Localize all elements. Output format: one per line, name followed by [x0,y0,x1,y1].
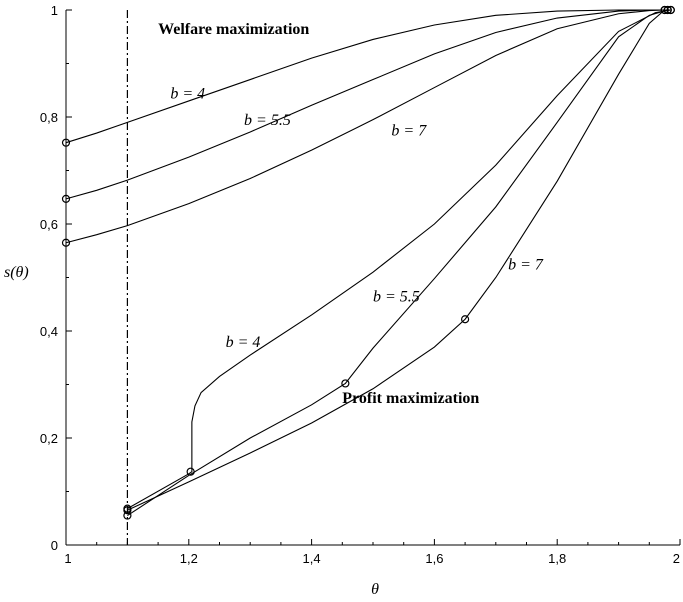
welfare-curve-4 [65,9,671,144]
curve-label: b = 5.5 [244,112,291,129]
x-tick-label: 1 [64,551,71,566]
y-axis-label: s(θ) [4,264,29,281]
y-tick-label: 0,4 [40,324,58,339]
welfare-curve-7 [65,9,665,244]
data-point-marker [660,5,669,15]
y-ticks: 0 0,2 0,4 0,6 0,8 1 [40,3,72,553]
data-point-marker [61,238,71,247]
curve-label: b = 7 [391,123,427,140]
y-tick-label: 0 [51,538,58,553]
data-point-marker [186,467,195,476]
data-point-marker [663,5,672,15]
data-point-marker [123,511,132,520]
x-tick-label: 1,4 [303,551,321,566]
profit-curve-5.5 [127,9,668,517]
x-tick-label: 2 [673,551,680,566]
markers [61,5,675,520]
x-ticks: 1 1,2 1,4 1,6 1,8 2 [64,539,681,566]
curves [65,9,671,517]
curve-label: b = 4 [170,85,205,102]
x-tick-label: 1,2 [180,551,198,566]
welfare-curve-5.5 [65,9,668,200]
curve-label: b = 7 [508,256,544,273]
data-point-marker [341,379,350,388]
region-label: Profit maximization [342,390,479,407]
data-point-marker [123,506,132,515]
y-tick-label: 0,8 [40,110,58,125]
data-point-marker [461,315,470,324]
data-point-marker [61,138,71,147]
x-tick-label: 1,6 [425,551,443,566]
y-tick-label: 0,2 [40,431,58,446]
data-point-marker [61,194,71,203]
data-point-marker [666,5,675,15]
y-tick-label: 1 [51,3,58,18]
y-tick-label: 0,6 [40,217,58,232]
profit-curve-4 [127,9,671,510]
region-label: Welfare maximization [158,21,309,38]
x-axis-label: θ [371,581,379,598]
annotations: Welfare maximization Profit maximization b… [158,21,544,407]
profit-curve-7 [127,9,666,511]
curve-label: b = 5.5 [373,289,420,306]
curve-label: b = 4 [226,334,261,351]
x-tick-label: 1,8 [548,551,566,566]
axes [65,10,680,546]
